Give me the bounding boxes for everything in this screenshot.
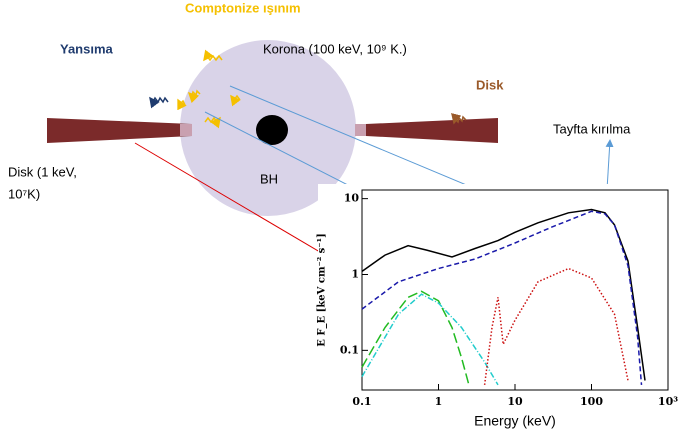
label: BH bbox=[260, 171, 278, 186]
figure: Comptonize ışınım Yansıma Korona (100 ke… bbox=[0, 0, 678, 439]
reflection-photon bbox=[150, 98, 168, 102]
label: Disk bbox=[476, 77, 504, 92]
label: Comptonize ışınım bbox=[185, 0, 301, 15]
y-tick-label: 1 bbox=[351, 267, 359, 280]
arrow bbox=[607, 140, 610, 190]
x-tick-label: 100 bbox=[580, 395, 603, 408]
label: 10⁷K) bbox=[8, 186, 40, 201]
x-tick-label: 10 bbox=[507, 395, 523, 408]
y-axis-label: E F_E [keV cm⁻² s⁻¹] bbox=[317, 233, 328, 346]
x-tick-label: 1 bbox=[435, 395, 443, 408]
label: Yansıma bbox=[60, 41, 114, 56]
y-tick-label: 10 bbox=[344, 192, 360, 205]
x-tick-label: 0.1 bbox=[352, 395, 371, 408]
y-tick-label: 0.1 bbox=[340, 343, 359, 356]
label: Disk (1 keV, bbox=[8, 164, 77, 179]
x-tick-label: 10³ bbox=[658, 395, 678, 408]
chart-bg bbox=[318, 184, 678, 439]
disk-right bbox=[366, 118, 498, 143]
disk-inner bbox=[355, 124, 366, 136]
disk-inner bbox=[180, 124, 192, 136]
x-axis-label: Energy (keV) bbox=[474, 413, 556, 429]
label: Korona (100 keV, 10⁹ K.) bbox=[263, 41, 407, 56]
label: Tayfta kırılma bbox=[553, 121, 631, 136]
disk-left bbox=[47, 118, 192, 143]
